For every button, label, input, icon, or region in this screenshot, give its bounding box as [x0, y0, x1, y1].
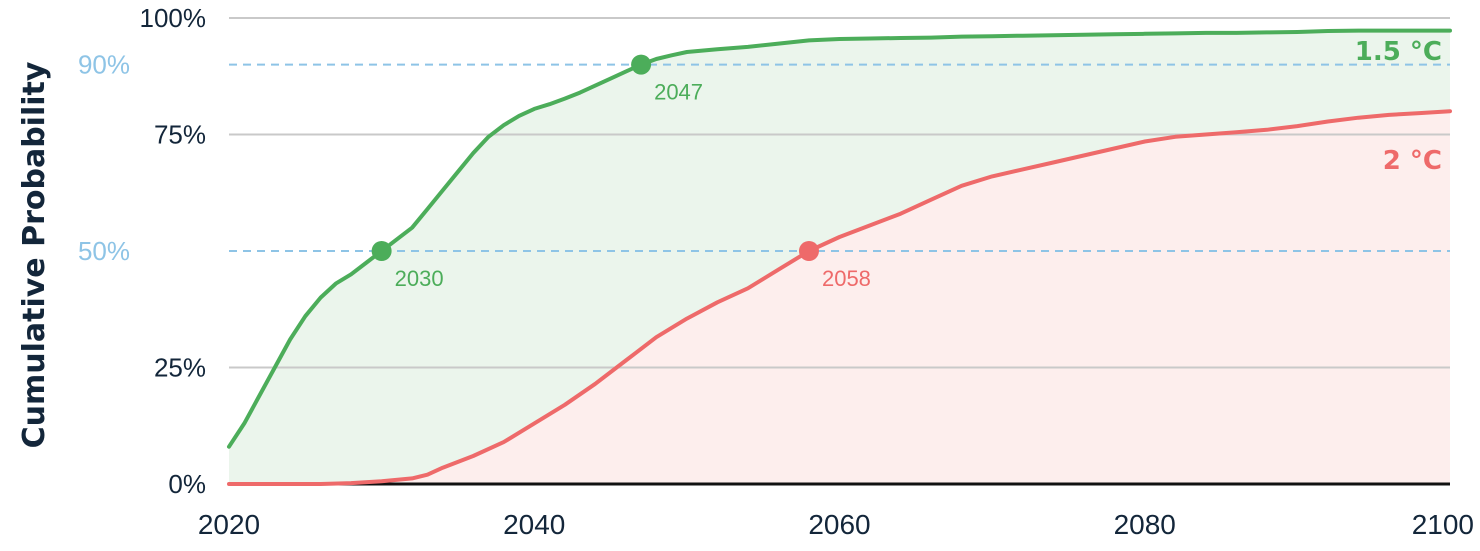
y-tick-label-0: 0%: [168, 469, 206, 499]
marker-label-1: 2047: [654, 80, 703, 105]
x-tick-label-3: 2080: [1114, 509, 1176, 540]
series-label-1: 2 °C: [1383, 146, 1442, 176]
series-fill-1: [229, 111, 1450, 484]
y-axis-title: Cumulative Probability: [17, 61, 52, 448]
marker-point-2: [798, 241, 819, 261]
x-tick-labels: 2020 2040 2060 2080 2100: [198, 509, 1474, 540]
y-tick-label-1: 25%: [154, 353, 206, 383]
x-tick-label-4: 2100: [1412, 509, 1474, 540]
series-line-1: [227, 109, 1452, 486]
x-tick-label-0: 2020: [198, 509, 260, 540]
x-tick-label-2: 2060: [808, 509, 870, 540]
grid-lines: [229, 17, 1450, 369]
series-label-0: 1.5 °C: [1355, 37, 1442, 67]
reference-label-0: 50%: [78, 236, 130, 266]
marker-point-1: [631, 54, 652, 75]
series-fills: [229, 30, 1450, 484]
reference-lines: [229, 63, 1450, 252]
marker-label-0: 2030: [395, 266, 444, 291]
y-tick-label-2: 75%: [154, 120, 206, 150]
y-tick-label-3: 100%: [140, 3, 207, 33]
threshold-markers: 2030 2047 2058: [371, 54, 871, 291]
y-tick-labels: 50% 90% 0% 25% 75% 100%: [78, 3, 206, 499]
x-tick-label-1: 2040: [503, 509, 565, 540]
series-labels: 1.5 °C 2 °C: [1355, 37, 1442, 176]
reference-label-1: 90%: [78, 50, 130, 80]
marker-label-2: 2058: [822, 266, 871, 291]
marker-point-0: [371, 241, 392, 261]
